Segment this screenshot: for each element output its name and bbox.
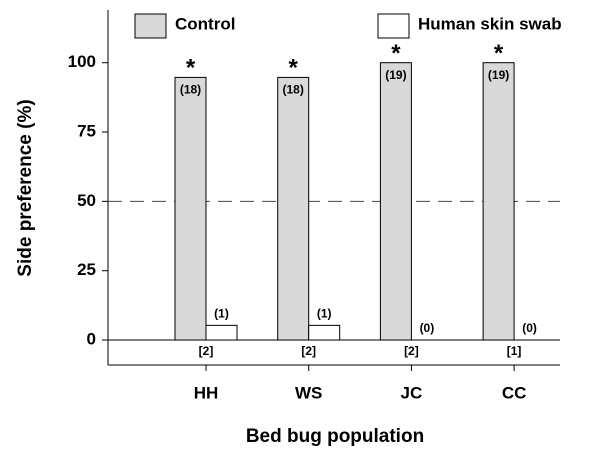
legend-swatch — [134, 13, 167, 39]
count-label: (0) — [522, 321, 537, 335]
sample-label: [2] — [199, 344, 214, 358]
x-tick-label: JC — [401, 383, 423, 402]
bar — [482, 62, 515, 341]
count-label: (1) — [317, 307, 332, 321]
y-tick-label: 0 — [87, 330, 96, 349]
sample-label: [1] — [507, 344, 522, 358]
y-axis-label: Side preference (%) — [15, 99, 36, 276]
x-axis-label: Bed bug population — [246, 426, 424, 447]
y-tick-label: 25 — [77, 260, 96, 279]
bar — [379, 62, 412, 341]
legend-label: Human skin swab — [418, 14, 562, 33]
significance-mark: * — [289, 55, 299, 82]
legend-swatch — [377, 13, 410, 39]
x-tick-label: CC — [502, 383, 527, 402]
count-label: (18) — [283, 83, 304, 97]
bar — [205, 324, 238, 341]
count-label: (18) — [180, 83, 201, 97]
sample-label: [2] — [404, 344, 419, 358]
significance-mark: * — [391, 40, 401, 67]
legend-label: Control — [175, 14, 235, 33]
x-tick-label: HH — [194, 383, 219, 402]
sample-label: [2] — [301, 344, 316, 358]
bar — [277, 76, 310, 341]
y-tick-label: 75 — [77, 122, 96, 141]
count-label: (19) — [385, 68, 406, 82]
bar — [308, 324, 341, 341]
y-tick-label: 50 — [77, 191, 96, 210]
x-tick-label: WS — [295, 383, 322, 402]
significance-mark: * — [494, 40, 504, 67]
significance-mark: * — [186, 55, 196, 82]
bar — [174, 76, 207, 341]
count-label: (0) — [420, 321, 435, 335]
count-label: (1) — [214, 307, 229, 321]
count-label: (19) — [488, 68, 509, 82]
y-tick-label: 100 — [68, 52, 96, 71]
